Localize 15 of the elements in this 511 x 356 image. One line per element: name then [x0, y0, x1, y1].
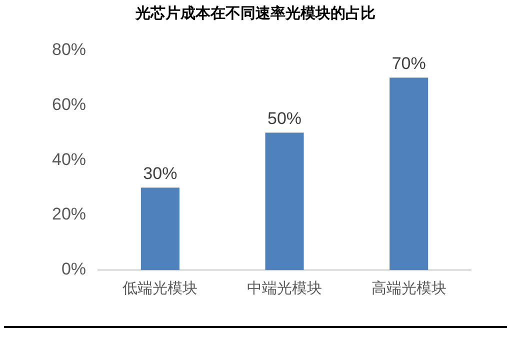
- data-label: 30%: [143, 164, 178, 183]
- x-tick-label: 中端光模块: [247, 278, 322, 297]
- bar: [265, 132, 304, 270]
- data-label: 70%: [392, 54, 426, 73]
- bar: [140, 188, 180, 270]
- data-label: 50%: [267, 108, 302, 128]
- x-tick-label: 高端光模块: [371, 278, 446, 297]
- y-tick-label: 40%: [52, 150, 86, 169]
- y-tick-label: 0%: [61, 260, 86, 279]
- bar: [390, 78, 428, 270]
- y-tick-label: 80%: [52, 40, 86, 59]
- y-tick-label: 60%: [52, 94, 86, 114]
- x-tick-label: 低端光模块: [122, 278, 198, 297]
- y-tick-label: 20%: [52, 204, 86, 224]
- chart-title: 光芯片成本在不同速率光模块的占比: [134, 4, 376, 23]
